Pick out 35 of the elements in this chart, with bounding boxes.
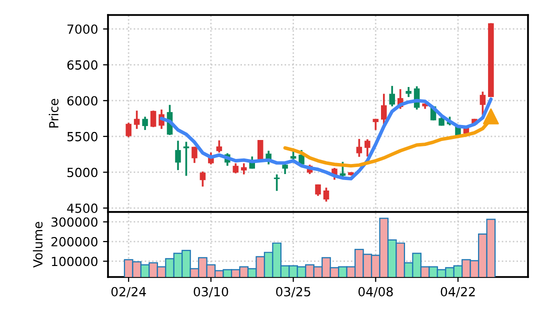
x-tick-label: 04/22 — [440, 286, 475, 298]
candlestick — [150, 110, 156, 128]
candlestick — [406, 86, 412, 98]
candlestick — [126, 122, 132, 138]
x-tick-label: 03/10 — [194, 286, 228, 298]
candlestick — [323, 186, 330, 203]
candlestick — [134, 110, 140, 130]
candlestick — [364, 138, 370, 158]
y-axis-title: Price — [48, 98, 58, 128]
candlestick — [274, 173, 280, 192]
x-tick-label: 04/08 — [358, 286, 393, 298]
candlestick — [340, 160, 346, 178]
y-tick-label: 6500 — [67, 60, 98, 70]
x-tick-label: 03/25 — [276, 286, 310, 298]
y-tick-label: 5500 — [67, 132, 98, 142]
y-tick-label: 300000 — [52, 217, 98, 227]
y-tick-label: 7000 — [67, 24, 98, 34]
y-tick-label: 100000 — [52, 256, 98, 266]
y-tick-label: 6000 — [67, 96, 98, 106]
candlestick — [142, 116, 148, 131]
candlestick — [257, 140, 264, 160]
candlestick — [200, 170, 206, 188]
candlestick — [192, 146, 198, 164]
y-axis-title: Volume — [32, 222, 43, 268]
y-tick-label: 5000 — [67, 168, 98, 178]
candlestick — [356, 138, 362, 158]
candlestick — [241, 162, 247, 176]
candlestick — [175, 140, 181, 171]
candlestick — [216, 139, 222, 154]
y-tick-label: 4500 — [67, 204, 98, 213]
candlestick — [232, 162, 239, 174]
x-tick-label: 02/24 — [111, 286, 146, 298]
y-tick-label: 200000 — [51, 237, 98, 246]
candlestick — [389, 85, 395, 108]
candlestick — [480, 90, 486, 116]
